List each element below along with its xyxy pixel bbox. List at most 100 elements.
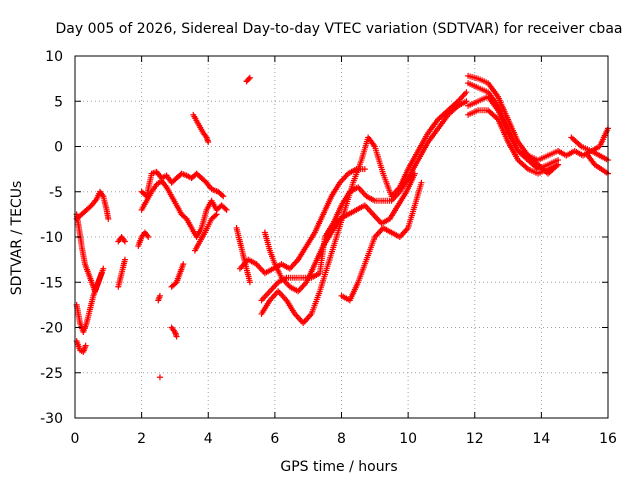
data-point-trace	[565, 148, 576, 158]
data-point-trace	[272, 263, 284, 279]
series-track-13	[168, 261, 187, 290]
data-point-trace	[416, 140, 431, 162]
data-point-trace	[159, 179, 169, 189]
data-point-trace	[194, 226, 204, 239]
data-point	[300, 319, 307, 326]
series-track-4	[73, 188, 112, 222]
data-point-trace	[486, 81, 500, 98]
data-point-trace	[209, 212, 219, 221]
x-tick-label: 0	[71, 431, 80, 447]
data-point-trace	[322, 222, 336, 239]
data-point-trace	[169, 326, 177, 334]
data-point-trace	[234, 226, 243, 243]
data-point-trace	[237, 240, 246, 257]
y-tick-label: -25	[40, 366, 63, 382]
data-point-trace	[467, 108, 480, 117]
data-point-trace	[169, 176, 179, 185]
y-tick-label: -10	[40, 230, 63, 246]
data-point-trace	[412, 181, 424, 207]
data-point-trace	[398, 226, 410, 239]
series-track-10	[155, 292, 163, 304]
data-point-trace	[486, 95, 500, 112]
data-point-trace	[547, 162, 559, 172]
data-point-trace	[164, 174, 174, 184]
data-point	[145, 234, 152, 240]
data-point-trace	[192, 240, 202, 252]
data-point	[223, 206, 230, 213]
data-point-trace	[600, 167, 610, 176]
data-point-trace	[590, 144, 601, 154]
data-point-trace	[334, 208, 348, 238]
chart-title: Day 005 of 2026, Sidereal Day-to-day VTE…	[56, 21, 623, 37]
data-point-trace	[426, 118, 440, 135]
x-tick-label: 2	[137, 431, 146, 447]
data-point-trace	[244, 75, 252, 84]
data-point-trace	[199, 176, 209, 185]
data-point-trace	[366, 136, 377, 148]
data-point	[180, 261, 187, 268]
data-point-trace	[569, 135, 583, 149]
series-track-14	[190, 111, 212, 145]
data-point-trace	[276, 275, 288, 285]
data-point-trace	[389, 190, 402, 203]
data-point	[236, 265, 243, 272]
data-point-trace	[246, 257, 258, 267]
data-point-trace	[397, 176, 411, 194]
data-point-trace	[406, 158, 421, 180]
data-point-trace	[593, 162, 603, 171]
data-point	[463, 89, 470, 96]
data-point-trace	[573, 148, 585, 158]
data-point-trace	[259, 289, 272, 302]
data-point-trace	[155, 294, 163, 302]
series-track-28	[568, 125, 611, 155]
data-point-trace	[216, 189, 225, 199]
series-track-12	[168, 324, 180, 340]
data-point-trace	[382, 197, 393, 204]
data-point-trace	[380, 216, 392, 226]
data-point-trace	[477, 94, 490, 104]
data-point-trace	[406, 149, 421, 171]
data-point-trace	[296, 244, 309, 261]
data-point-trace	[154, 170, 164, 180]
data-point-trace	[302, 274, 313, 281]
y-axis-label: SDTVAR / TECUs	[9, 181, 25, 296]
data-point-trace	[197, 231, 207, 243]
y-tick-label: -15	[40, 275, 63, 291]
data-point-trace	[467, 81, 480, 90]
data-point-trace	[486, 90, 500, 108]
data-point-trace	[397, 167, 411, 189]
data-point-trace	[84, 308, 93, 324]
data-point-trace	[155, 179, 163, 187]
data-point-trace	[74, 339, 83, 352]
data-point-trace	[98, 190, 106, 198]
data-point	[205, 138, 212, 145]
series-track-6	[115, 256, 128, 290]
data-point-trace	[185, 173, 193, 181]
data-point-trace	[202, 217, 214, 234]
data-point-trace	[97, 267, 106, 279]
data-point	[156, 374, 163, 381]
data-point-trace	[387, 204, 401, 221]
data-point-trace	[94, 276, 103, 288]
data-point-trace	[405, 204, 418, 229]
data-point-trace	[537, 167, 549, 176]
data-point-trace	[79, 208, 89, 217]
data-point-trace	[219, 203, 229, 212]
data-point-trace	[94, 190, 103, 201]
y-tick-label: -5	[49, 185, 63, 201]
data-point	[220, 193, 227, 200]
data-point-trace	[280, 262, 292, 271]
y-tick-label: -30	[40, 411, 63, 427]
y-tick-label: 10	[45, 49, 63, 65]
data-point-trace	[340, 293, 352, 303]
data-point-trace	[194, 171, 204, 180]
data-point-trace	[179, 212, 189, 221]
data-point-trace	[350, 159, 364, 184]
data-point-trace	[426, 127, 440, 144]
data-point-trace	[209, 199, 219, 211]
data-point-trace	[372, 145, 386, 175]
data-point-trace	[172, 330, 179, 338]
data-point-trace	[184, 217, 194, 230]
data-point	[418, 179, 425, 186]
data-point-trace	[317, 263, 331, 293]
